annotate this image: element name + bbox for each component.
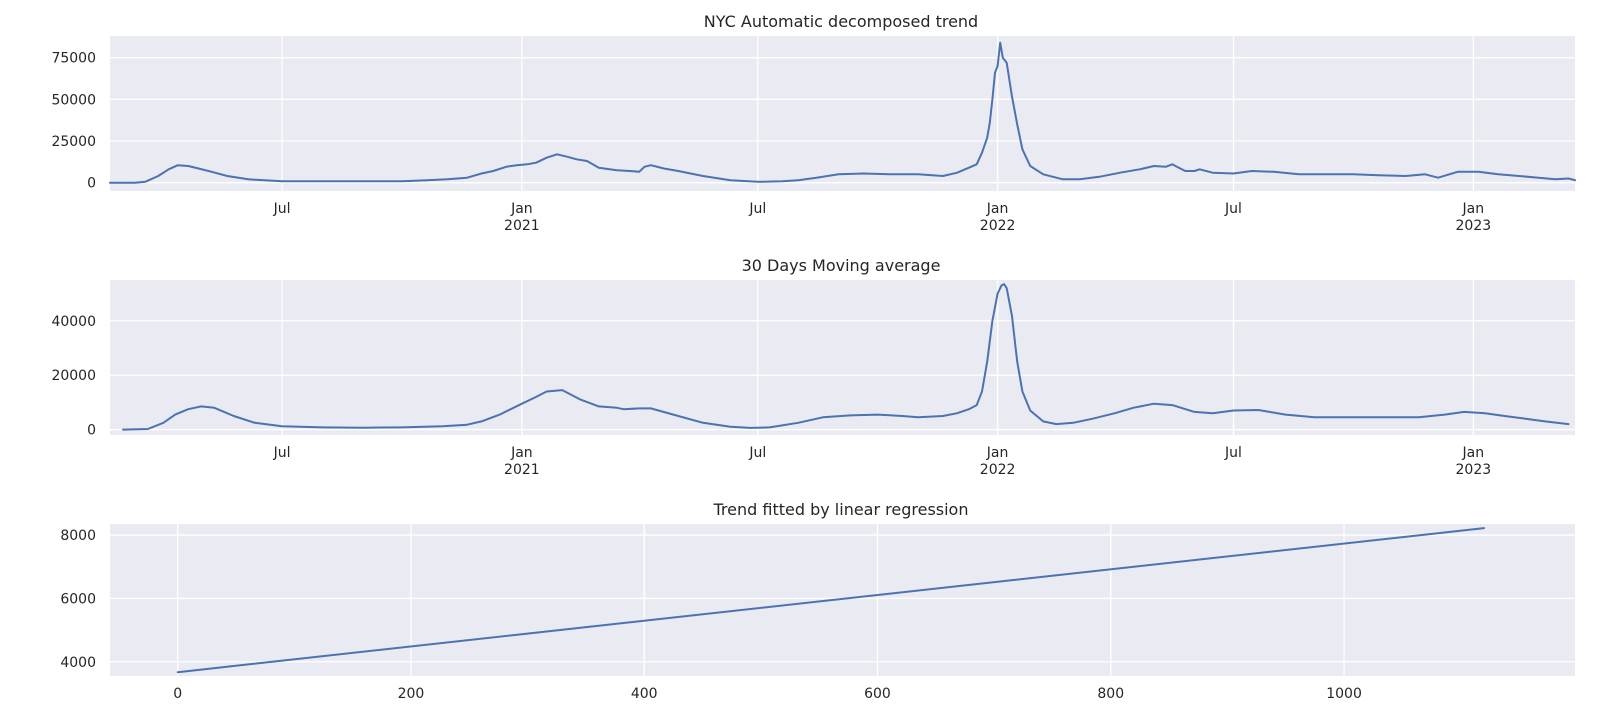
panel-2-title: 30 Days Moving average [742, 256, 941, 275]
y-tick-label: 75000 [51, 51, 96, 67]
x-tick-label: 200 [398, 686, 425, 702]
y-tick-label: 0 [87, 176, 96, 192]
y-tick-label: 6000 [60, 591, 96, 607]
x-tick-year-label: 2021 [504, 218, 540, 234]
panel-2-y-tick-labels: 0 20000 40000 [51, 314, 96, 439]
y-tick-label: 20000 [51, 368, 96, 384]
y-tick-label: 4000 [60, 655, 96, 671]
x-tick-label: 400 [631, 686, 658, 702]
x-tick-label: Jan [1462, 445, 1485, 461]
x-tick-label: Jul [273, 201, 291, 217]
y-tick-label: 25000 [51, 134, 96, 150]
panel-linear-regression: Trend fitted by linear regression 400060… [60, 500, 1575, 702]
x-tick-label: Jul [273, 445, 291, 461]
panel-1-gridlines [110, 36, 1575, 191]
x-tick-label: Jan [1462, 201, 1485, 217]
x-tick-label: 800 [1097, 686, 1124, 702]
panel-decomposed-trend: NYC Automatic decomposed trend 0 25000 500… [51, 12, 1576, 234]
y-tick-label: 50000 [51, 92, 96, 108]
y-tick-label: 8000 [60, 528, 96, 544]
x-tick-label: Jul [1224, 445, 1242, 461]
x-tick-year-label: 2022 [980, 218, 1016, 234]
panel-3-title: Trend fitted by linear regression [713, 500, 969, 519]
x-tick-label: Jan [510, 445, 533, 461]
panel-2-plot-area [110, 280, 1575, 435]
panel-moving-average: 30 Days Moving average 0 20000 40000 Jul Ja… [51, 256, 1575, 478]
panel-2-gridlines [110, 280, 1575, 435]
panel-3-plot-area [110, 524, 1575, 676]
x-tick-year-label: 2023 [1456, 462, 1492, 478]
panel-3-x-tick-labels: 0 200 400 600 800 1000 [173, 686, 1362, 702]
panel-3-gridlines [110, 524, 1575, 676]
x-tick-label: Jan [986, 201, 1009, 217]
panel-1-series-line [109, 41, 1576, 184]
panel-1-y-tick-labels: 0 25000 50000 75000 [51, 51, 96, 192]
x-tick-year-label: 2022 [980, 462, 1016, 478]
x-tick-label: 0 [173, 686, 182, 702]
panel-2-series-line [122, 283, 1570, 431]
x-tick-label: Jul [748, 445, 766, 461]
panel-1-plot-area [110, 36, 1575, 191]
panel-3-series-line [176, 527, 1485, 674]
y-tick-label: 0 [87, 423, 96, 439]
x-tick-label: 1000 [1326, 686, 1362, 702]
x-tick-label: Jul [748, 201, 766, 217]
panel-1-title: NYC Automatic decomposed trend [704, 12, 978, 31]
x-tick-year-label: 2023 [1456, 218, 1492, 234]
x-tick-label: Jan [986, 445, 1009, 461]
x-tick-year-label: 2021 [504, 462, 540, 478]
x-tick-label: Jan [510, 201, 533, 217]
x-tick-label: Jul [1224, 201, 1242, 217]
panel-3-y-tick-labels: 4000 6000 8000 [60, 528, 96, 671]
y-tick-label: 40000 [51, 314, 96, 330]
x-tick-label: 600 [864, 686, 891, 702]
